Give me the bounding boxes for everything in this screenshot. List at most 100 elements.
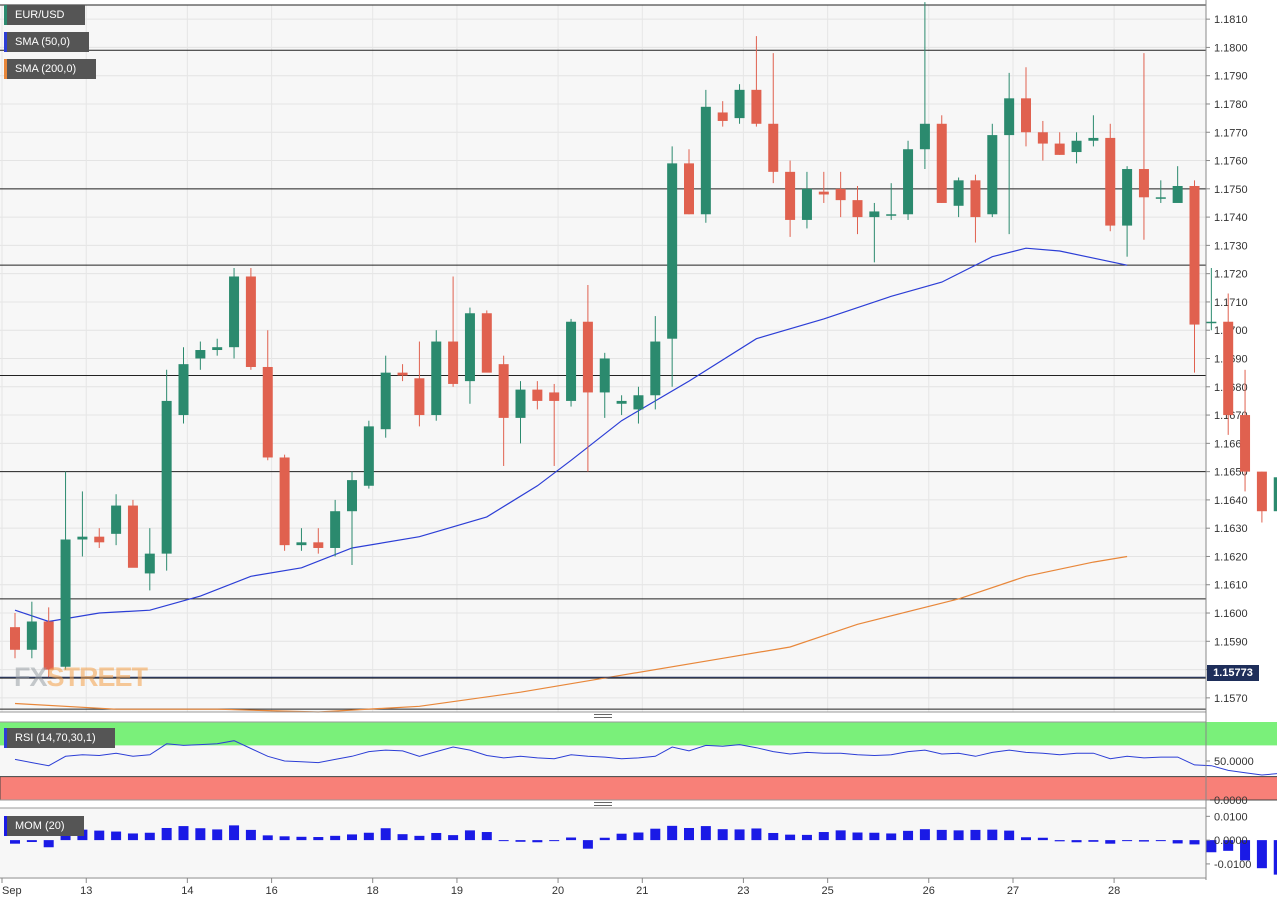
candle — [953, 177, 964, 218]
panel-resize-handle-icon[interactable] — [594, 802, 612, 806]
logo-fx: FX — [14, 662, 48, 692]
mom-bar — [532, 840, 543, 843]
y-tick-label: 1.1760 — [1214, 156, 1248, 168]
candle — [397, 364, 408, 382]
candle — [94, 528, 105, 548]
mom-bar — [296, 836, 307, 841]
legend-color-bar — [4, 816, 7, 836]
mom-bar — [212, 829, 223, 841]
legend-rsi[interactable]: RSI (14,70,30,1) — [4, 728, 115, 748]
y-tick-label: 1.1770 — [1214, 127, 1248, 139]
legend-mom-label: MOM (20) — [15, 820, 65, 832]
candle — [178, 347, 189, 424]
legend-rsi-label: RSI (14,70,30,1) — [15, 732, 96, 744]
candle-body — [936, 123, 947, 203]
legend-sma50[interactable]: SMA (50,0) — [4, 32, 89, 52]
panel-resize-handle-icon[interactable] — [594, 714, 612, 718]
candle — [26, 601, 37, 659]
mom-bar — [10, 840, 20, 844]
candle — [1088, 115, 1099, 147]
rsi-line — [14, 740, 1277, 776]
candle-body — [886, 214, 897, 216]
mom-bar — [1189, 840, 1200, 845]
candle — [566, 318, 577, 407]
candle — [936, 115, 947, 203]
y-tick-label: 1.1590 — [1214, 636, 1248, 648]
candle — [1273, 477, 1277, 512]
candle-body — [431, 341, 442, 416]
candle-body — [347, 480, 357, 512]
candle — [1206, 268, 1217, 331]
mom-bar — [161, 827, 172, 841]
candle-body — [1223, 321, 1234, 416]
candle-body — [144, 553, 155, 574]
y-tick-label: 1.1650 — [1214, 467, 1248, 479]
y-tick-label: 1.1670 — [1214, 410, 1248, 422]
candle-body — [127, 505, 138, 568]
sma50-line — [14, 247, 1128, 623]
mom-bar — [1004, 830, 1015, 841]
candle — [1105, 123, 1116, 232]
x-tick-label: Sep — [2, 885, 22, 897]
last-price-label: 1.15773 — [1207, 665, 1259, 681]
mom-bar — [1138, 840, 1149, 842]
x-tick-label: 25 — [822, 885, 834, 897]
candle-body — [481, 313, 492, 373]
mom-bar — [599, 837, 610, 841]
candle-body — [178, 364, 189, 416]
candle-body — [919, 123, 930, 150]
legend-sma200[interactable]: SMA (200,0) — [4, 59, 96, 79]
candle — [77, 491, 88, 557]
mom-bar — [650, 828, 661, 841]
x-tick-label: 21 — [636, 885, 648, 897]
x-tick-label: 19 — [451, 885, 463, 897]
candle-body — [700, 106, 711, 215]
candle-body — [650, 341, 661, 396]
candle-body — [903, 149, 914, 215]
mom-bar — [633, 832, 644, 841]
mom-bar — [330, 835, 341, 841]
mom-bar — [464, 830, 475, 841]
candle-body — [245, 276, 256, 367]
x-tick-label: 13 — [80, 885, 92, 897]
mom-bar — [801, 834, 812, 841]
candle-body — [566, 321, 577, 401]
sma200-line — [14, 555, 1128, 713]
candle-body — [1037, 132, 1048, 144]
candle — [835, 171, 846, 218]
candle-body — [77, 536, 88, 540]
candle — [532, 381, 543, 410]
mom-bar — [970, 829, 981, 841]
candle — [161, 369, 172, 571]
candle-body — [464, 313, 475, 382]
candle-body — [1021, 98, 1031, 133]
candle — [549, 383, 560, 466]
rsi-overbought-zone — [0, 722, 1277, 746]
candle-body — [1004, 98, 1015, 136]
mom-bar — [919, 829, 930, 841]
candle-body — [633, 395, 644, 410]
candle-body — [1206, 321, 1217, 324]
mom-bar — [26, 840, 37, 843]
y-tick-label: 1.1600 — [1214, 608, 1248, 620]
mom-bar — [498, 840, 509, 842]
candle — [195, 341, 206, 370]
legend-mom[interactable]: MOM (20) — [4, 816, 84, 836]
candle — [60, 471, 71, 670]
mom-bar — [1054, 840, 1065, 842]
candle — [987, 123, 998, 218]
candle-body — [835, 188, 846, 201]
mom-bar — [1256, 840, 1267, 869]
mom-bar — [667, 825, 678, 841]
candle — [363, 420, 374, 489]
mom-bar — [414, 835, 425, 841]
candle — [144, 528, 155, 591]
candle — [633, 386, 644, 424]
x-tick-label: 14 — [181, 885, 193, 897]
candle-body — [818, 191, 829, 195]
legend-eurusd[interactable]: EUR/USD — [4, 5, 85, 25]
candle-body — [852, 200, 863, 218]
candle-body — [785, 171, 796, 220]
candle — [852, 185, 863, 235]
candle — [818, 171, 829, 203]
